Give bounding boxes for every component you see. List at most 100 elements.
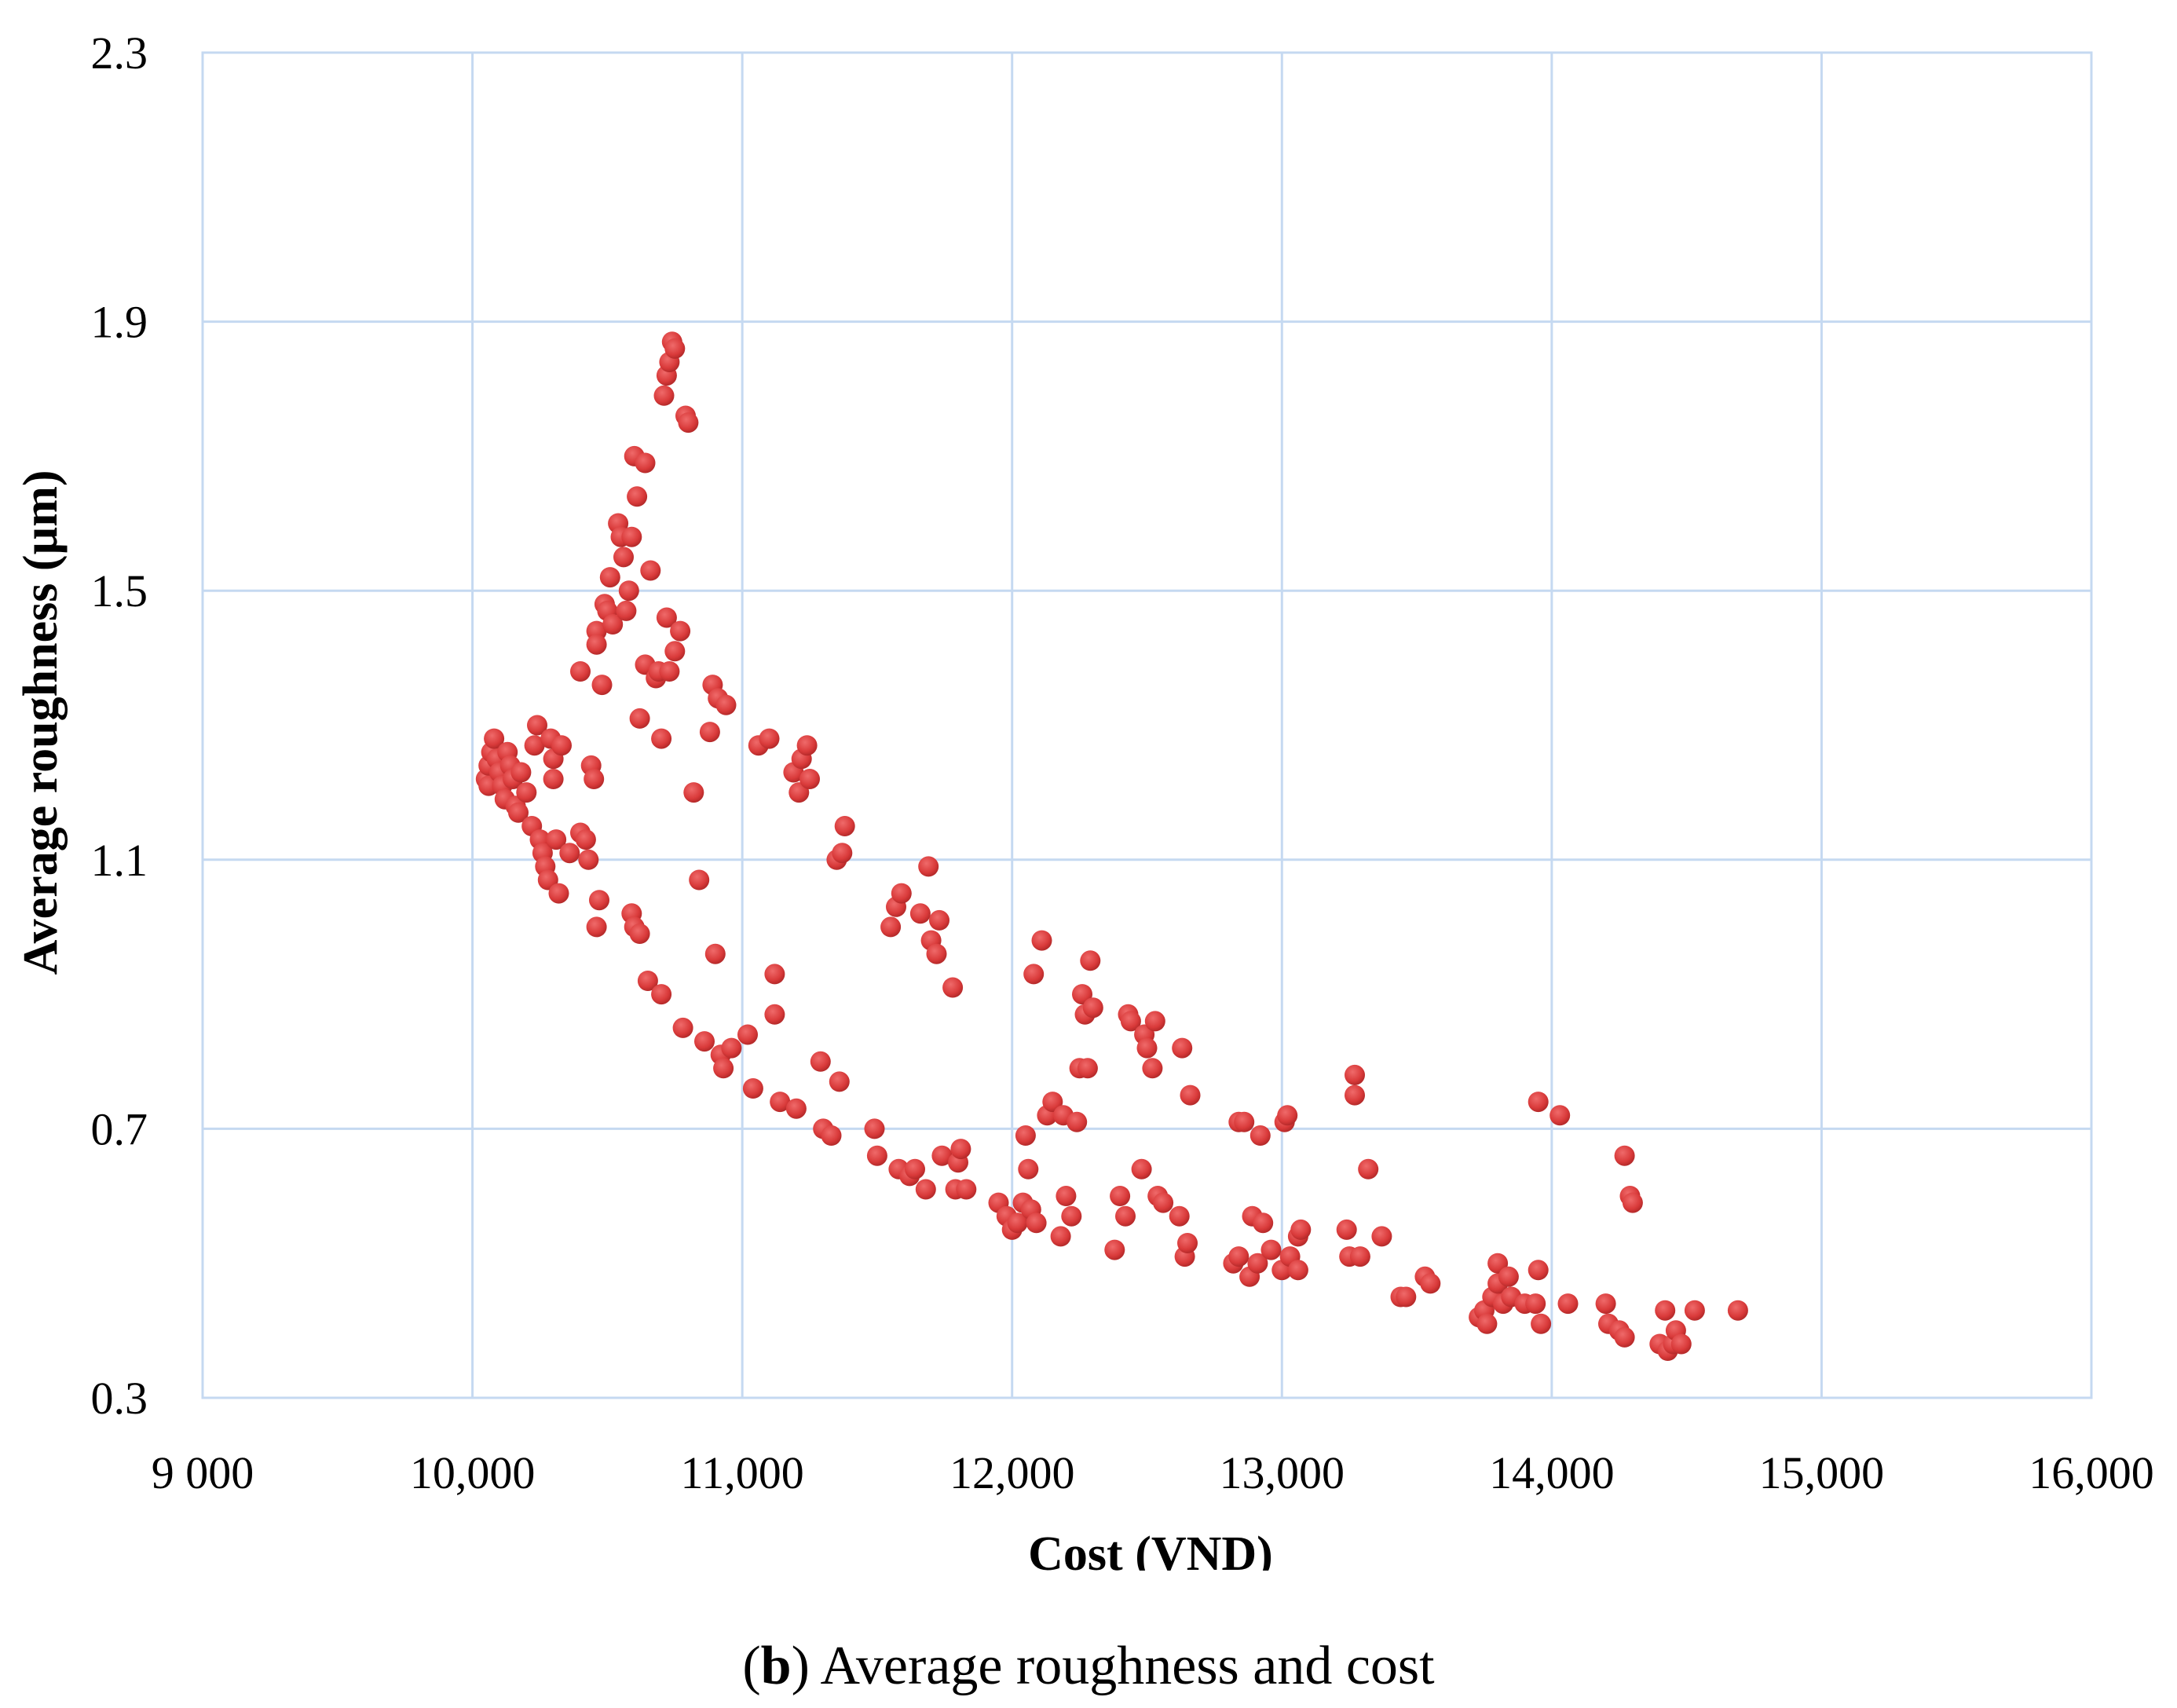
- data-point: [891, 883, 912, 904]
- data-point: [810, 1051, 831, 1072]
- data-point: [956, 1179, 977, 1200]
- data-point: [1622, 1192, 1643, 1213]
- data-point: [1120, 1011, 1141, 1032]
- plot-frame: [201, 51, 2093, 1399]
- data-point: [1260, 1239, 1282, 1260]
- data-point: [1476, 1313, 1498, 1334]
- data-point: [570, 661, 591, 682]
- data-point: [1080, 950, 1101, 971]
- data-point: [864, 1118, 885, 1139]
- data-point: [527, 715, 547, 736]
- y-tick-label: 1.5: [91, 565, 148, 616]
- data-point: [589, 890, 609, 911]
- data-point: [1345, 1064, 1365, 1085]
- y-tick-label: 1.1: [91, 835, 148, 886]
- data-point: [1557, 1293, 1579, 1315]
- data-point: [1287, 1260, 1308, 1281]
- data-point: [1525, 1293, 1546, 1315]
- data-point: [1614, 1145, 1635, 1166]
- data-point: [1050, 1226, 1071, 1247]
- data-point: [1115, 1205, 1136, 1227]
- data-point: [764, 1004, 785, 1025]
- data-point: [834, 816, 855, 836]
- data-point: [1172, 1037, 1193, 1059]
- data-point: [618, 580, 639, 602]
- data-point: [737, 1024, 758, 1045]
- data-point: [578, 849, 599, 870]
- data-point: [1142, 1058, 1163, 1079]
- data-point: [759, 728, 780, 749]
- data-point: [1727, 1300, 1748, 1321]
- data-point: [915, 1179, 936, 1200]
- data-point: [651, 728, 672, 749]
- data-point: [637, 971, 658, 991]
- data-point: [546, 829, 567, 850]
- data-point: [1144, 1011, 1165, 1032]
- data-point: [1528, 1260, 1549, 1281]
- data-point: [1670, 1333, 1692, 1355]
- data-point: [591, 675, 613, 696]
- data-point: [931, 1145, 953, 1166]
- data-point: [1023, 964, 1045, 985]
- data-point: [1371, 1226, 1392, 1247]
- data-point: [1358, 1158, 1379, 1180]
- data-point: [715, 694, 737, 715]
- data-point: [1110, 1186, 1131, 1206]
- data-point: [586, 916, 607, 938]
- data-point: [866, 1145, 887, 1166]
- caption-text: Average roughness and cost: [809, 1636, 1435, 1696]
- data-point: [1082, 997, 1103, 1019]
- x-tick-label: 13,000: [1220, 1447, 1345, 1498]
- data-point: [508, 802, 529, 823]
- data-point: [635, 452, 656, 474]
- data-point: [704, 943, 726, 964]
- y-tick-label: 0.3: [91, 1373, 148, 1424]
- data-point: [1104, 1239, 1125, 1260]
- data-point: [880, 916, 902, 938]
- x-tick-label: 12,000: [949, 1447, 1075, 1498]
- data-point: [653, 385, 675, 406]
- data-point: [1136, 1037, 1158, 1059]
- data-point: [1336, 1219, 1357, 1240]
- data-point: [764, 964, 785, 985]
- data-point: [551, 735, 572, 756]
- data-point: [1018, 1158, 1039, 1180]
- x-tick-labels: 9 000 10,000 11,000 12,000 13,000 14,000 15,00…: [152, 1447, 2154, 1498]
- data-point: [832, 843, 853, 864]
- data-point: [1026, 1212, 1047, 1234]
- data-point: [829, 1071, 850, 1092]
- data-point: [510, 762, 532, 783]
- data-point: [656, 607, 677, 628]
- data-point: [1177, 1233, 1198, 1253]
- data-point: [721, 1037, 742, 1059]
- data-point: [664, 338, 686, 359]
- data-point: [559, 843, 580, 864]
- data-point: [683, 782, 704, 803]
- data-point: [1253, 1212, 1274, 1234]
- data-point: [1169, 1205, 1190, 1227]
- data-point: [950, 1139, 971, 1160]
- data-point: [627, 486, 648, 507]
- y-axis-title: Average roughness (µm): [14, 470, 68, 975]
- data-points: [475, 331, 1748, 1361]
- data-point: [1077, 1058, 1098, 1079]
- data-point: [670, 620, 691, 642]
- x-tick-label: 15,000: [1759, 1447, 1885, 1498]
- data-point: [1614, 1326, 1635, 1348]
- data-point: [1595, 1293, 1616, 1315]
- data-point: [1550, 1105, 1571, 1126]
- data-point: [1056, 1186, 1077, 1206]
- figure-caption: (b) Average roughness and cost: [742, 1636, 1435, 1696]
- data-point: [584, 769, 605, 789]
- x-tick-label: 10,000: [410, 1447, 536, 1498]
- scatter-chart: 9 000 10,000 11,000 12,000 13,000 14,000 15,00…: [14, 27, 2154, 1571]
- data-point: [1067, 1111, 1088, 1132]
- data-point: [672, 1017, 693, 1038]
- data-point: [629, 923, 650, 944]
- data-point: [1684, 1300, 1705, 1321]
- data-point: [1420, 1273, 1441, 1294]
- data-point: [599, 567, 620, 588]
- data-point: [1498, 1266, 1519, 1287]
- data-point: [543, 769, 564, 789]
- data-point: [909, 903, 931, 924]
